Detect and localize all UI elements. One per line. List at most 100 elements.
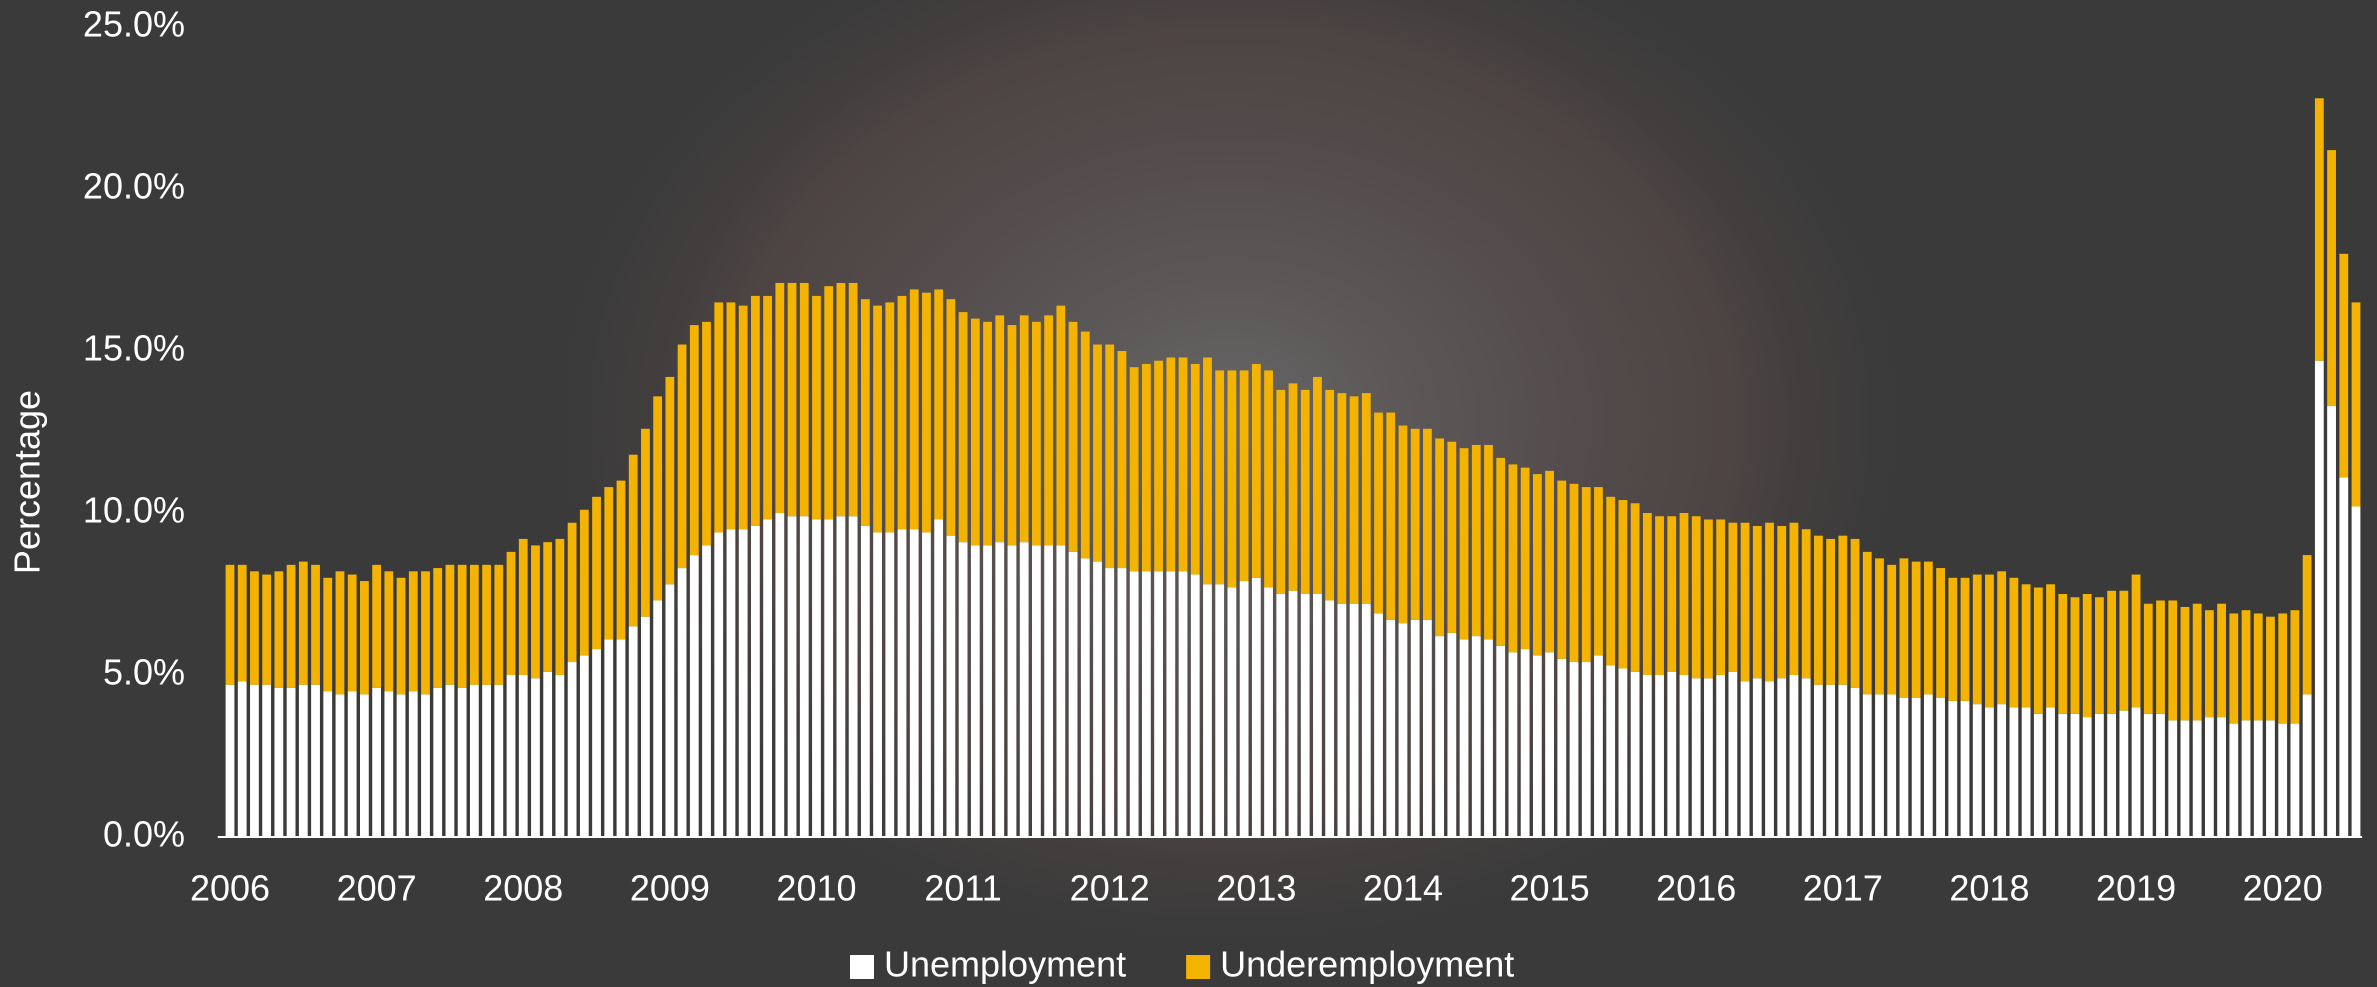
bar-segment <box>1850 538 1860 688</box>
bar-segment <box>1068 551 1078 837</box>
bar-segment <box>1019 542 1029 837</box>
x-tick-label: 2010 <box>776 868 856 909</box>
legend-label: Unemployment <box>884 944 1126 985</box>
bar-segment <box>457 564 467 688</box>
bar-segment <box>1838 535 1848 685</box>
bar-segment <box>738 305 748 530</box>
bar-segment <box>1801 678 1811 837</box>
bar-segment <box>665 584 675 837</box>
bar-segment <box>555 538 565 675</box>
bar-segment <box>1178 571 1188 837</box>
bar-segment <box>1105 568 1115 837</box>
bar-segment <box>1887 564 1897 695</box>
bar-segment <box>2278 723 2288 837</box>
bar-segment <box>1300 594 1310 837</box>
bar-segment <box>1936 568 1945 698</box>
bar-segment <box>1337 603 1347 837</box>
bar-segment <box>1826 684 1836 837</box>
bar-segment <box>1667 516 1677 672</box>
bar-segment <box>225 564 235 685</box>
bar-segment <box>2131 574 2141 708</box>
bar-segment <box>2095 597 2104 714</box>
bar-segment <box>262 574 272 685</box>
bar-segment <box>1972 574 1982 705</box>
bar-segment <box>237 681 247 837</box>
bar-segment <box>1716 519 1726 675</box>
bar-segment <box>2156 600 2165 714</box>
bar-segment <box>445 684 455 837</box>
bar-segment <box>274 687 284 837</box>
bar-segment <box>677 344 687 569</box>
bar-segment <box>1532 474 1542 656</box>
bar-segment <box>2156 713 2165 837</box>
bar-segment <box>604 487 614 640</box>
bar-segment <box>934 289 944 520</box>
bar-segment <box>567 662 577 837</box>
bar-segment <box>360 581 369 695</box>
bar-segment <box>1325 389 1335 601</box>
bar-segment <box>1875 558 1884 695</box>
bar-segment <box>1838 684 1848 837</box>
bar-segment <box>1862 694 1872 837</box>
bar-segment <box>2070 713 2080 837</box>
bar-segment <box>433 568 443 688</box>
bar-segment <box>298 561 308 685</box>
bar-segment <box>775 282 785 513</box>
bar-segment <box>1056 305 1066 546</box>
bar-segment <box>360 694 369 837</box>
x-tick-label: 2006 <box>190 868 270 909</box>
bar-segment <box>1190 574 1200 837</box>
bar-segment <box>1398 425 1408 624</box>
bar-segment <box>616 480 626 640</box>
bar-segment <box>1581 487 1591 663</box>
bar-segment <box>1997 704 2007 837</box>
bar-segment <box>2021 584 2031 708</box>
bar-segment <box>763 295 773 520</box>
bar-segment <box>995 542 1005 837</box>
bar-segment <box>812 519 821 837</box>
bar-segment <box>995 315 1005 543</box>
bar-segment <box>2143 713 2153 837</box>
bar-segment <box>323 577 333 692</box>
bar-segment <box>604 639 614 837</box>
bar-segment <box>763 519 773 837</box>
bar-segment <box>1948 577 1958 701</box>
bar-segment <box>787 516 797 837</box>
bar-segment <box>958 312 968 543</box>
bar-segment <box>1752 678 1762 837</box>
bar-segment <box>1227 370 1237 588</box>
bar-segment <box>983 321 992 546</box>
bar-segment <box>1007 325 1017 546</box>
bar-segment <box>543 542 553 672</box>
bar-segment <box>1019 315 1029 543</box>
bar-segment <box>1923 561 1933 695</box>
bar-segment <box>1288 383 1298 591</box>
bar-segment <box>1423 428 1432 620</box>
bar-segment <box>1630 671 1640 837</box>
bar-segment <box>2229 723 2239 837</box>
bar-segment <box>445 564 455 685</box>
x-tick-label: 2015 <box>1510 868 1590 909</box>
bar-segment <box>372 564 382 688</box>
bar-segment <box>1569 662 1579 837</box>
bar-segment <box>1435 636 1445 837</box>
bar-segment <box>1704 519 1713 679</box>
y-tick-label: 20.0% <box>83 166 185 207</box>
bar-segment <box>384 691 394 837</box>
bar-segment <box>702 545 711 837</box>
bar-segment <box>1532 655 1542 837</box>
bar-segment <box>946 299 956 536</box>
bar-segment <box>311 564 320 685</box>
bar-segment <box>2180 720 2190 837</box>
bar-segment <box>579 655 589 837</box>
bar-segment <box>518 538 528 675</box>
bar-segment <box>1447 632 1457 837</box>
bar-segment <box>408 691 418 837</box>
bar-segment <box>750 295 760 526</box>
bar-segment <box>1239 581 1249 837</box>
bar-segment <box>1105 344 1115 569</box>
bar-segment <box>1386 619 1396 837</box>
bar-segment <box>1251 363 1261 578</box>
bar-segment <box>812 295 821 520</box>
